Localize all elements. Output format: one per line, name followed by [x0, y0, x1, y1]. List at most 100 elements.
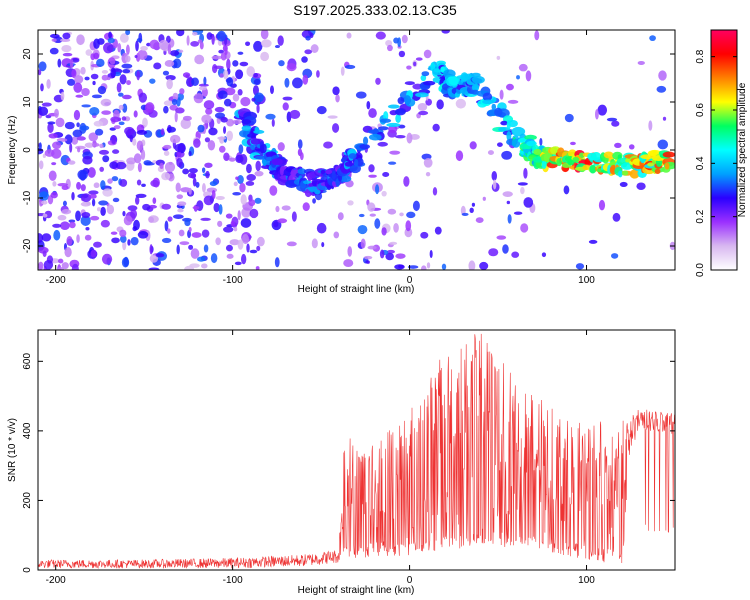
heat-cell	[309, 32, 314, 39]
heat-cell	[140, 45, 148, 51]
heat-cell	[82, 155, 93, 165]
ridge-mark	[331, 170, 336, 180]
heat-cell	[291, 211, 297, 222]
ridge-mark	[354, 158, 359, 167]
heat-cell	[76, 136, 86, 141]
heat-cell	[469, 141, 477, 150]
heat-cell	[117, 42, 122, 53]
heat-cell	[235, 154, 244, 164]
heat-cell	[274, 257, 280, 268]
heat-cell	[49, 47, 59, 55]
heat-cell	[270, 85, 274, 94]
heat-cell	[160, 128, 165, 136]
heat-cell	[122, 240, 127, 251]
heat-cell	[277, 35, 284, 46]
heat-cell	[193, 93, 204, 104]
heat-cell	[119, 74, 127, 85]
heat-cell	[382, 171, 390, 177]
heat-cell	[136, 70, 140, 81]
heat-cell	[245, 181, 255, 186]
heat-cell	[606, 117, 618, 122]
heat-cell	[123, 215, 133, 226]
heat-cell	[180, 118, 192, 130]
heat-cell	[109, 59, 116, 65]
heat-cell	[214, 106, 225, 113]
heat-cell	[148, 216, 154, 223]
colorbar-label: Normalized spectral amplitude	[737, 82, 748, 217]
heat-cell	[534, 30, 540, 41]
heat-cell	[41, 233, 52, 242]
heat-cell	[207, 140, 216, 151]
heat-cell	[188, 244, 194, 250]
heat-cell	[62, 200, 67, 207]
heat-cell	[191, 77, 199, 86]
heat-cell	[355, 91, 367, 99]
heat-cell	[195, 181, 200, 188]
ridge-mark	[603, 151, 614, 159]
heat-cell	[90, 249, 97, 258]
heat-cell	[112, 149, 120, 154]
heat-cell	[246, 174, 256, 182]
heat-cell	[513, 211, 523, 215]
ridge-mark	[448, 76, 460, 86]
ridge-mark	[394, 108, 406, 116]
heat-cell	[71, 136, 79, 145]
heat-cell	[100, 98, 112, 107]
heat-cell	[297, 139, 303, 149]
heat-cell	[332, 123, 340, 133]
ridge-mark	[271, 158, 283, 166]
heat-cell	[137, 49, 148, 60]
heat-cell	[57, 183, 69, 187]
heat-cell	[335, 94, 340, 103]
heat-cell	[211, 189, 216, 200]
heat-cell	[60, 38, 71, 43]
x-tick-label: -100	[223, 575, 243, 586]
ridge-mark	[621, 170, 629, 176]
heat-cell	[395, 135, 406, 139]
heat-cell	[502, 191, 513, 198]
heat-cell	[89, 215, 100, 221]
heat-cell	[81, 211, 91, 219]
heat-cell	[124, 126, 135, 136]
heat-cell	[64, 121, 75, 130]
heat-cell	[302, 74, 309, 85]
heat-cell	[176, 30, 185, 37]
heat-cell	[636, 182, 646, 190]
ridge-mark	[367, 129, 379, 134]
heat-cell	[206, 32, 213, 40]
heat-cell	[136, 37, 143, 43]
heat-cell	[122, 210, 126, 217]
ridge-mark	[524, 134, 537, 141]
heat-cell	[233, 181, 238, 187]
heat-cell	[366, 100, 371, 110]
heat-cell	[91, 198, 96, 207]
heat-cell	[269, 185, 278, 196]
ridge-mark	[541, 159, 547, 170]
heat-cell	[261, 39, 272, 48]
heat-cell	[56, 138, 68, 142]
heat-cell	[51, 162, 57, 166]
heat-cell	[217, 136, 227, 140]
heat-cell	[506, 83, 514, 91]
heat-cell	[273, 221, 279, 228]
heat-cell	[150, 179, 160, 187]
heat-cell	[80, 66, 86, 75]
ridge-mark	[664, 162, 670, 170]
heat-cell	[656, 85, 667, 93]
heat-cell	[223, 226, 234, 233]
heat-cell	[323, 141, 333, 149]
ridge-mark	[395, 113, 402, 123]
heat-cell	[455, 98, 467, 109]
heat-cell	[367, 202, 376, 212]
heat-cell	[254, 197, 262, 204]
heat-cell	[188, 76, 193, 87]
x-tick-label: -200	[46, 275, 66, 286]
heat-cell	[369, 213, 376, 217]
heat-cell	[327, 115, 338, 119]
x-tick-label: -100	[223, 275, 243, 286]
heat-cell	[595, 109, 599, 120]
heat-cell	[387, 249, 395, 254]
heat-cell	[265, 113, 276, 120]
heat-cell	[76, 34, 85, 46]
heat-cell	[110, 67, 116, 79]
